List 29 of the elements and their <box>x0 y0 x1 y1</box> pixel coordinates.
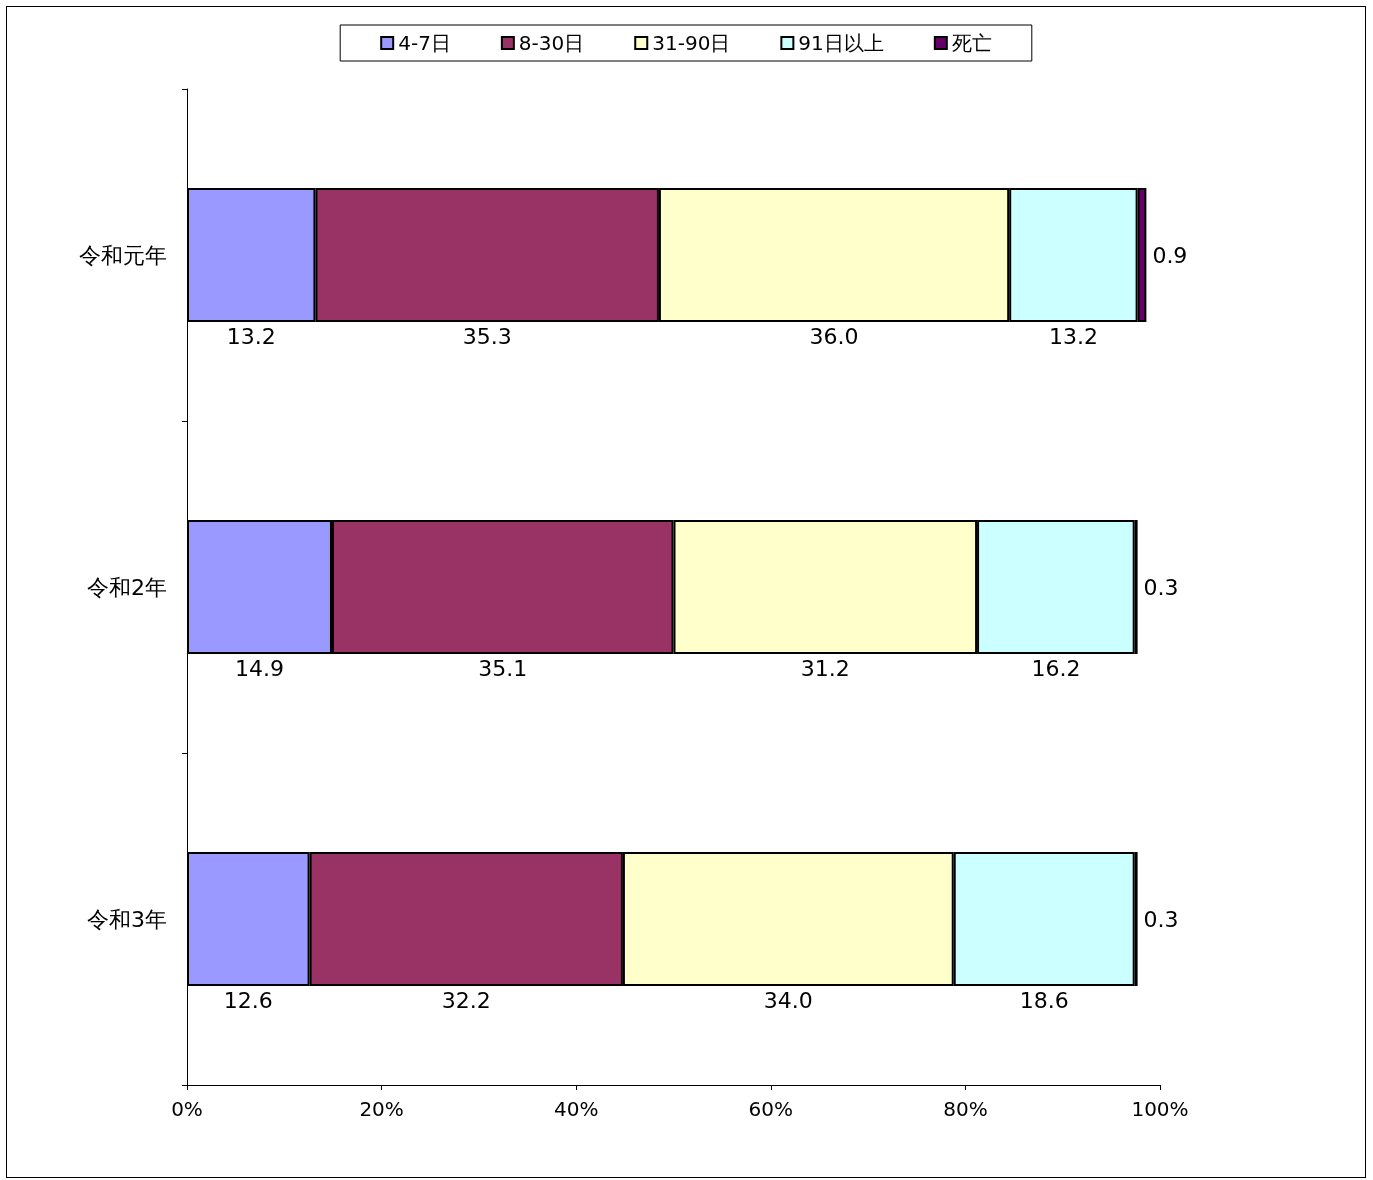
data-label: 0.3 <box>1143 574 1179 600</box>
data-label: 36.0 <box>809 323 859 349</box>
data-label: 14.9 <box>235 655 284 681</box>
legend-label: 8-30日 <box>518 31 585 55</box>
data-label: 31.2 <box>800 655 850 681</box>
data-label: 13.2 <box>1048 323 1098 349</box>
x-tick-label: 100% <box>1131 1097 1189 1121</box>
x-tick-label: 40% <box>553 1097 599 1121</box>
legend-label: 死亡 <box>951 31 992 55</box>
legend-label: 31-90日 <box>652 31 731 55</box>
data-label: 16.2 <box>1031 655 1081 681</box>
legend-label: 4-7日 <box>398 31 451 55</box>
data-label: 35.3 <box>462 323 512 349</box>
x-tick-label: 80% <box>943 1097 988 1121</box>
y-tick-label: 令和2年 <box>87 574 167 600</box>
data-label: 0.9 <box>1152 242 1188 268</box>
data-label: 13.2 <box>226 323 276 349</box>
data-label: 18.6 <box>1019 987 1069 1013</box>
y-tick-label: 令和3年 <box>87 906 167 932</box>
data-label: 32.2 <box>441 987 491 1013</box>
x-tick-label: 0% <box>171 1097 203 1121</box>
data-label: 34.0 <box>763 987 813 1013</box>
y-tick-label: 令和元年 <box>79 242 167 268</box>
data-label: 12.6 <box>223 987 273 1013</box>
data-label: 35.1 <box>478 655 528 681</box>
legend-label: 91日以上 <box>798 31 884 55</box>
x-tick-label: 60% <box>748 1097 794 1121</box>
data-label: 0.3 <box>1143 906 1179 932</box>
x-tick-label: 20% <box>359 1097 404 1121</box>
